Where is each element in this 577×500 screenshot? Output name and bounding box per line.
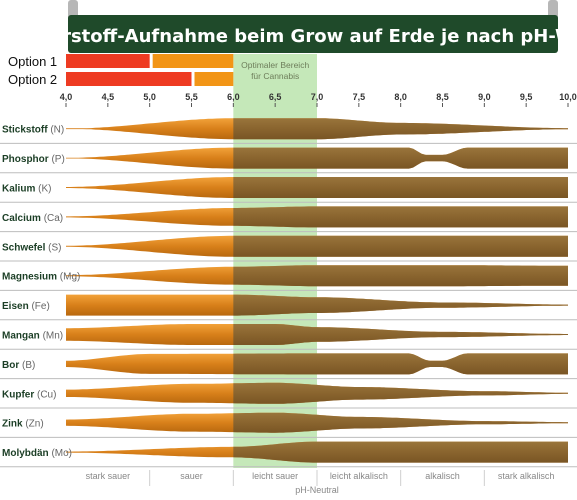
- x-tick-label: 5,5: [185, 92, 198, 102]
- nutrient-band-brown: [233, 412, 568, 433]
- x-tick-label: 4,5: [102, 92, 115, 102]
- nutrient-band-brown: [233, 118, 568, 140]
- nutrient-band-brown: [233, 294, 568, 316]
- nutrient-rows: Stickstoff (N) Phosphor (P) Kalium (K) Calc…: [0, 118, 577, 468]
- ph-neutral-label: pH-Neutral: [295, 485, 339, 495]
- x-tick-label: 6,5: [269, 92, 282, 102]
- nutrient-band-brown: [233, 206, 568, 228]
- nutrient-label: Mangan (Mn): [2, 331, 63, 342]
- x-tick-label: 7,0: [311, 92, 324, 102]
- optimal-range-label-2: für Cannabis: [251, 71, 299, 81]
- nutrient-symbol: (S): [48, 242, 61, 253]
- option-range: [66, 54, 150, 68]
- nutrient-band-brown: [233, 382, 568, 404]
- x-tick-label: 8,0: [394, 92, 407, 102]
- nutrient-label: Eisen (Fe): [2, 301, 50, 312]
- zone-label: leicht alkalisch: [330, 471, 388, 481]
- x-tick-label: 7,5: [353, 92, 366, 102]
- x-tick-label: 10,0: [559, 92, 577, 102]
- nutrient-symbol: (Zn): [25, 419, 43, 430]
- nutrient-label: Bor (B): [2, 360, 35, 371]
- zone-label: leicht sauer: [252, 471, 298, 481]
- title-banner: Nährstoff-Aufnahme beim Grow auf Erde je…: [22, 0, 577, 53]
- chart-title: Nährstoff-Aufnahme beim Grow auf Erde je…: [22, 26, 577, 47]
- nutrient-band-brown: [233, 177, 568, 198]
- acidity-zones: stark sauer sauer leicht sauer leicht alkal…: [86, 470, 555, 486]
- nutrient-symbol: (B): [22, 360, 35, 371]
- nutrient-symbol: (Mn): [43, 331, 64, 342]
- nutrient-symbol: (Fe): [31, 301, 49, 312]
- zone-label: stark alkalisch: [498, 471, 555, 481]
- nutrient-label: Kupfer (Cu): [2, 389, 56, 400]
- nutrient-label: Stickstoff (N): [2, 125, 64, 136]
- nutrient-label: Magnesium (Mg): [2, 272, 80, 283]
- nutrient-label: Schwefel (S): [2, 242, 61, 253]
- nutrient-symbol: (Mg): [60, 272, 81, 283]
- x-tick-label: 5,0: [143, 92, 156, 102]
- x-tick-label: 6,0: [227, 92, 240, 102]
- zone-label: alkalisch: [425, 471, 460, 481]
- x-axis-ticks: 4,0 4,5 5,0 5,5 6,0 6,5 7,0 7,5 8,0 8,5 9,0 9,5 10,0: [60, 92, 577, 107]
- option-label: Option 1: [8, 54, 57, 69]
- nutrient-band-brown: [233, 324, 568, 345]
- nutrient-symbol: (Cu): [37, 389, 56, 400]
- nutrient-band-brown: [233, 235, 568, 257]
- x-tick-label: 9,5: [520, 92, 533, 102]
- optimal-range-label-1: Optimaler Bereich: [241, 60, 309, 70]
- nutrient-symbol: (P): [51, 154, 64, 165]
- nutrient-band-brown: [233, 265, 568, 287]
- nutrient-band-brown: [233, 441, 568, 463]
- zone-label: stark sauer: [86, 471, 131, 481]
- nutrient-symbol: (N): [50, 125, 64, 136]
- nutrient-label: Molybdän (Mo): [2, 448, 72, 459]
- option-range: [152, 54, 234, 68]
- nutrient-band-brown: [233, 353, 568, 375]
- option-range: [194, 72, 234, 86]
- nutrient-symbol: (Mo): [51, 448, 72, 459]
- option-bars: Option 1 Option 2: [8, 54, 234, 87]
- nutrient-label: Kalium (K): [2, 184, 51, 195]
- x-tick-label: 4,0: [60, 92, 73, 102]
- nutrient-label: Calcium (Ca): [2, 213, 63, 224]
- x-tick-label: 8,5: [436, 92, 449, 102]
- nutrient-label: Phosphor (P): [2, 154, 65, 165]
- nutrient-band-brown: [233, 147, 568, 169]
- nutrient-label: Zink (Zn): [2, 419, 44, 430]
- nutrient-symbol: (Ca): [44, 213, 63, 224]
- zone-label: sauer: [180, 471, 203, 481]
- option-label: Option 2: [8, 72, 57, 87]
- option-range: [66, 72, 192, 86]
- x-tick-label: 9,0: [478, 92, 491, 102]
- nutrient-symbol: (K): [38, 184, 51, 195]
